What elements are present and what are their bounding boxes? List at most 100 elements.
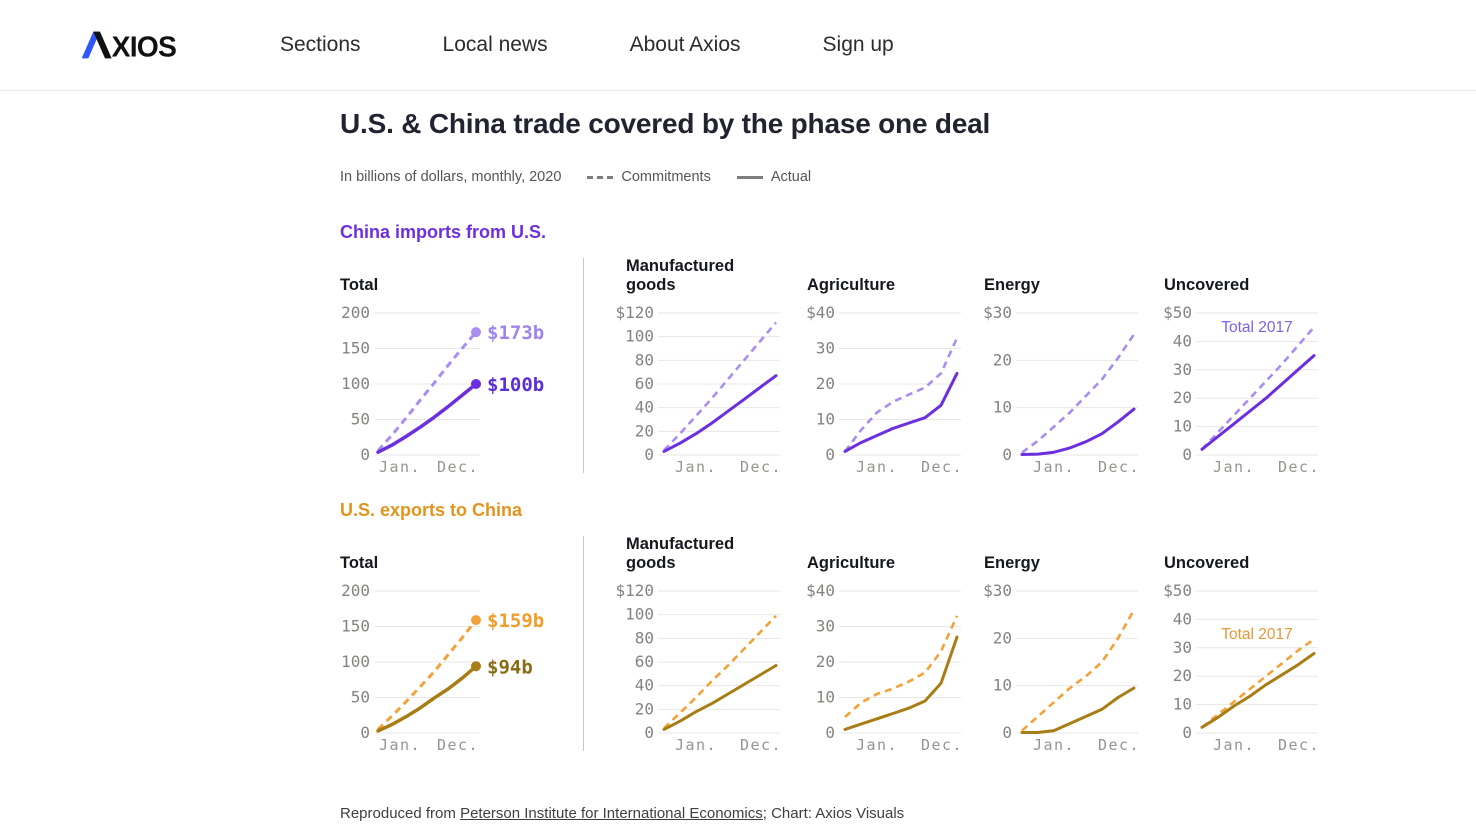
chart-title: Uncovered xyxy=(1164,554,1250,573)
x-axis-label-jan: Jan. xyxy=(379,736,421,754)
x-axis-label-dec: Dec. xyxy=(740,458,782,476)
logo-text: XIOS xyxy=(112,32,176,64)
chart-china-imports-from-u-s-energy: Energy $30 20 10 0 Jan. Dec. xyxy=(974,252,1146,495)
commitments-end-value-label: $159b xyxy=(487,610,544,632)
x-axis-label-jan: Jan. xyxy=(379,458,421,476)
actual-line xyxy=(1200,354,1316,451)
x-axis-label-dec: Dec. xyxy=(1278,458,1320,476)
y-tick-label: $120 xyxy=(616,581,654,600)
commitments-end-value-label: $173b xyxy=(487,322,544,344)
chart-title: Energy xyxy=(984,276,1040,295)
source-link[interactable]: Peterson Institute for International Eco… xyxy=(460,805,763,822)
divider-row2 xyxy=(583,536,584,751)
chart-u-s-exports-to-china-manufactured-goods: Manufactured goods $120 100 80 60 40 20 0 Jan. De… xyxy=(615,530,788,773)
page-title: U.S. & China trade covered by the phase … xyxy=(340,108,991,139)
actual-line xyxy=(662,374,778,453)
y-tick-label: $50 xyxy=(1163,581,1192,600)
nav-about-axios[interactable]: About Axios xyxy=(629,33,741,56)
actual-end-value-label: $100b xyxy=(487,374,544,396)
commitments-endpoint-dot xyxy=(471,327,481,338)
nav-sections[interactable]: Sections xyxy=(280,33,361,56)
y-tick-label: 30 xyxy=(1173,360,1192,379)
commitments-line xyxy=(1201,326,1315,451)
x-axis-label-dec: Dec. xyxy=(1278,736,1320,754)
y-tick-label: 50 xyxy=(351,410,370,429)
source-prefix: Reproduced from xyxy=(340,805,461,822)
y-tick-label: 200 xyxy=(341,581,370,600)
y-tick-label: 10 xyxy=(816,688,835,707)
chart-plot: $50 40 30 20 10 0 Total 2017 Jan. Dec. xyxy=(1163,303,1320,476)
y-tick-label: 100 xyxy=(625,327,654,346)
y-tick-label: 20 xyxy=(816,374,835,393)
nav-sign-up[interactable]: Sign up xyxy=(822,33,894,56)
y-tick-label: 40 xyxy=(1173,609,1192,628)
y-tick-label: 30 xyxy=(1173,638,1192,657)
logo-black-slash xyxy=(93,31,112,59)
chart-title: Agriculture xyxy=(807,276,896,295)
y-tick-label: $40 xyxy=(806,581,835,600)
top-nav: XIOS Sections Local news About Axios Sig… xyxy=(0,0,1476,91)
y-tick-label: 40 xyxy=(635,398,654,417)
y-tick-label: 0 xyxy=(644,445,654,464)
x-axis-label-dec: Dec. xyxy=(1098,458,1140,476)
y-tick-label: 60 xyxy=(635,374,654,393)
x-axis-label-dec: Dec. xyxy=(437,458,479,476)
actual-line xyxy=(662,664,778,731)
actual-end-value-label: $94b xyxy=(487,656,533,678)
commitments-endpoint-dot xyxy=(471,615,481,626)
chart-plot: $50 40 30 20 10 0 Total 2017 Jan. Dec. xyxy=(1163,581,1320,754)
y-tick-label: 20 xyxy=(816,652,835,671)
y-tick-label: 10 xyxy=(816,410,835,429)
y-tick-label: 30 xyxy=(816,617,835,636)
source-suffix: ; Chart: Axios Visuals xyxy=(762,805,905,822)
y-tick-label: 0 xyxy=(1182,723,1192,742)
y-tick-label: 20 xyxy=(635,421,654,440)
commitments-line xyxy=(1021,333,1136,454)
y-tick-label: 0 xyxy=(825,723,835,742)
y-tick-label: 10 xyxy=(993,398,1012,417)
y-tick-label: 0 xyxy=(360,445,370,464)
chart-plot: 200 150 100 50 0 $173b $100b Jan. Dec. xyxy=(341,303,544,476)
commitments-line xyxy=(663,614,777,730)
y-tick-label: 40 xyxy=(635,676,654,695)
x-axis-label-dec: Dec. xyxy=(740,736,782,754)
logo-blue-slash xyxy=(81,31,100,59)
y-tick-label: 150 xyxy=(341,339,370,358)
y-tick-label: 20 xyxy=(635,699,654,718)
y-tick-label: 0 xyxy=(360,723,370,742)
actual-endpoint-dot xyxy=(471,661,481,672)
y-tick-label: 0 xyxy=(1182,445,1192,464)
x-axis-label-jan: Jan. xyxy=(1033,458,1075,476)
y-tick-label: 20 xyxy=(1173,388,1192,407)
axios-logo[interactable]: XIOS xyxy=(80,26,190,64)
actual-line xyxy=(1020,407,1136,456)
y-tick-label: 0 xyxy=(1002,723,1012,742)
x-axis-label-dec: Dec. xyxy=(1098,736,1140,754)
commitments-line xyxy=(1021,609,1136,732)
legend-commitments-label: Commitments xyxy=(621,169,711,185)
y-tick-label: 30 xyxy=(816,339,835,358)
legend-commitments: Commitments xyxy=(587,169,711,185)
chart-plot: $120 100 80 60 40 20 0 Jan. Dec. xyxy=(615,303,782,476)
nav-local-news[interactable]: Local news xyxy=(442,33,548,56)
x-axis-label-dec: Dec. xyxy=(921,458,963,476)
chart-title: Total xyxy=(340,554,379,573)
chart-title: Total xyxy=(340,276,379,295)
chart-title: Manufactured goods xyxy=(626,535,735,573)
y-tick-label: 50 xyxy=(351,688,370,707)
y-tick-label: 0 xyxy=(1002,445,1012,464)
y-tick-label: 20 xyxy=(1173,666,1192,685)
subtitle-row: In billions of dollars, monthly, 2020 Co… xyxy=(340,169,811,185)
chart-title: Energy xyxy=(984,554,1040,573)
actual-endpoint-dot xyxy=(471,379,481,389)
x-axis-label-jan: Jan. xyxy=(856,736,898,754)
chart-china-imports-from-u-s-uncovered: Uncovered $50 40 30 20 10 0 Total 2017 Jan. Dec. xyxy=(1154,252,1326,495)
y-tick-label: 100 xyxy=(625,605,654,624)
commitments-line xyxy=(376,331,478,452)
commitments-line xyxy=(663,321,777,452)
divider-row1 xyxy=(583,258,584,473)
y-tick-label: 100 xyxy=(341,652,370,671)
commitments-line xyxy=(376,619,478,731)
chart-u-s-exports-to-china-agriculture: Agriculture $40 30 20 10 0 Jan. Dec. xyxy=(797,530,969,773)
actual-line xyxy=(376,382,478,454)
